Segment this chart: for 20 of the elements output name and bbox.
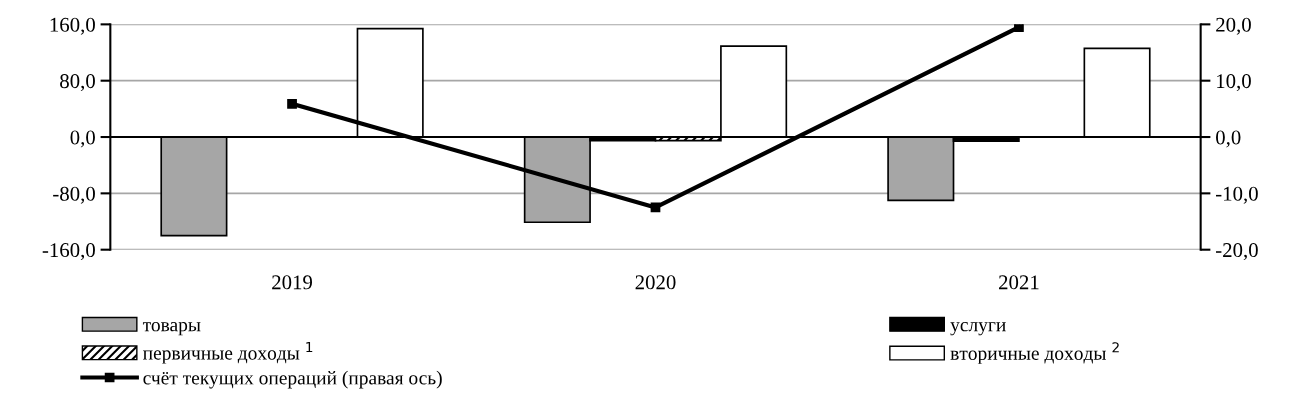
legend-label: первичные доходы $^{1}$	[143, 342, 313, 364]
y2-tick-label: 0,0	[1216, 130, 1241, 148]
y-tick-label: -160,0	[42, 243, 95, 261]
y-tick-label: 0,0	[70, 130, 95, 148]
x-tick-label: 2021	[999, 275, 1039, 290]
y2-tick-label: 20,0	[1216, 17, 1251, 35]
y2-tick-label: -10,0	[1216, 186, 1258, 204]
y-tick-label: 160,0	[50, 17, 95, 35]
y-tick-label: 80,0	[60, 74, 95, 92]
x-tick-label: 2020	[635, 275, 676, 290]
point	[287, 98, 297, 109]
y2-tick-label: -20,0	[1216, 243, 1258, 261]
y-tick-label: -80,0	[53, 186, 95, 204]
x-tick-label: 2019	[272, 275, 313, 290]
legend-label: услуги	[950, 322, 1006, 336]
legend-label: счёт текущих операций (правая ось)	[143, 370, 442, 389]
y2-tick-label: 10,0	[1217, 74, 1251, 92]
legend-label: товары	[142, 322, 201, 336]
legend-label: вторичные доходы $^{2}$	[950, 342, 1119, 364]
point	[1014, 24, 1024, 33]
